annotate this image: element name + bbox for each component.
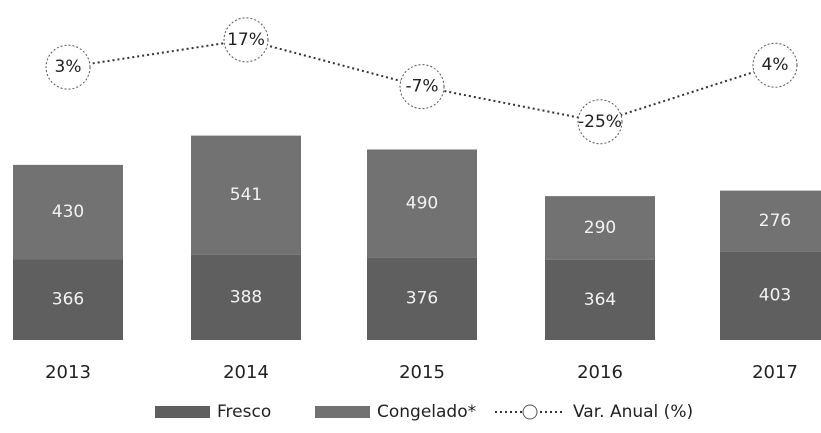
bar-value-label: 403	[759, 286, 791, 306]
x-tick-label: 2013	[45, 362, 91, 383]
legend-label: Congelado*	[377, 402, 476, 422]
bar-segment	[720, 190, 821, 252]
x-tick-label: 2017	[752, 362, 798, 383]
bar-segment	[367, 149, 477, 258]
bar-value-label: 276	[759, 211, 791, 231]
bar-segment	[13, 259, 123, 340]
legend-swatch	[155, 406, 210, 418]
bar-segment	[191, 254, 301, 340]
line-marker	[752, 42, 798, 88]
line-marker	[45, 44, 91, 90]
x-tick-label: 2015	[399, 362, 445, 383]
bar-segment	[367, 257, 477, 340]
bar-value-label: 430	[52, 202, 84, 222]
bar-value-label: 490	[406, 193, 438, 213]
bar-value-label: 366	[52, 290, 84, 310]
legend-label: Fresco	[217, 402, 271, 422]
bar-value-label: 541	[230, 185, 262, 205]
bar-value-label: 290	[584, 218, 616, 238]
line-value-label: 3%	[55, 57, 82, 77]
line-value-label: 4%	[762, 55, 789, 75]
line-marker	[223, 17, 269, 63]
x-tick-label: 2016	[577, 362, 623, 383]
bar-segment	[720, 251, 821, 340]
bar-segment	[191, 135, 301, 255]
bar-segment	[545, 196, 655, 260]
line	[67, 38, 776, 123]
legend-label: Var. Anual (%)	[573, 402, 693, 422]
line-value-label: -25%	[578, 112, 622, 132]
line-value-label: -7%	[405, 77, 438, 97]
line-marker	[399, 64, 445, 110]
legend-marker	[522, 404, 538, 420]
bar-value-label: 376	[406, 289, 438, 309]
bar-value-label: 388	[230, 287, 262, 307]
line-value-label: 17%	[227, 30, 265, 50]
x-tick-label: 2014	[223, 362, 269, 383]
bar-segment	[13, 164, 123, 260]
legend-swatch	[315, 406, 370, 418]
bar-value-label: 364	[584, 290, 616, 310]
bar-segment	[545, 259, 655, 340]
line-marker	[577, 99, 623, 145]
